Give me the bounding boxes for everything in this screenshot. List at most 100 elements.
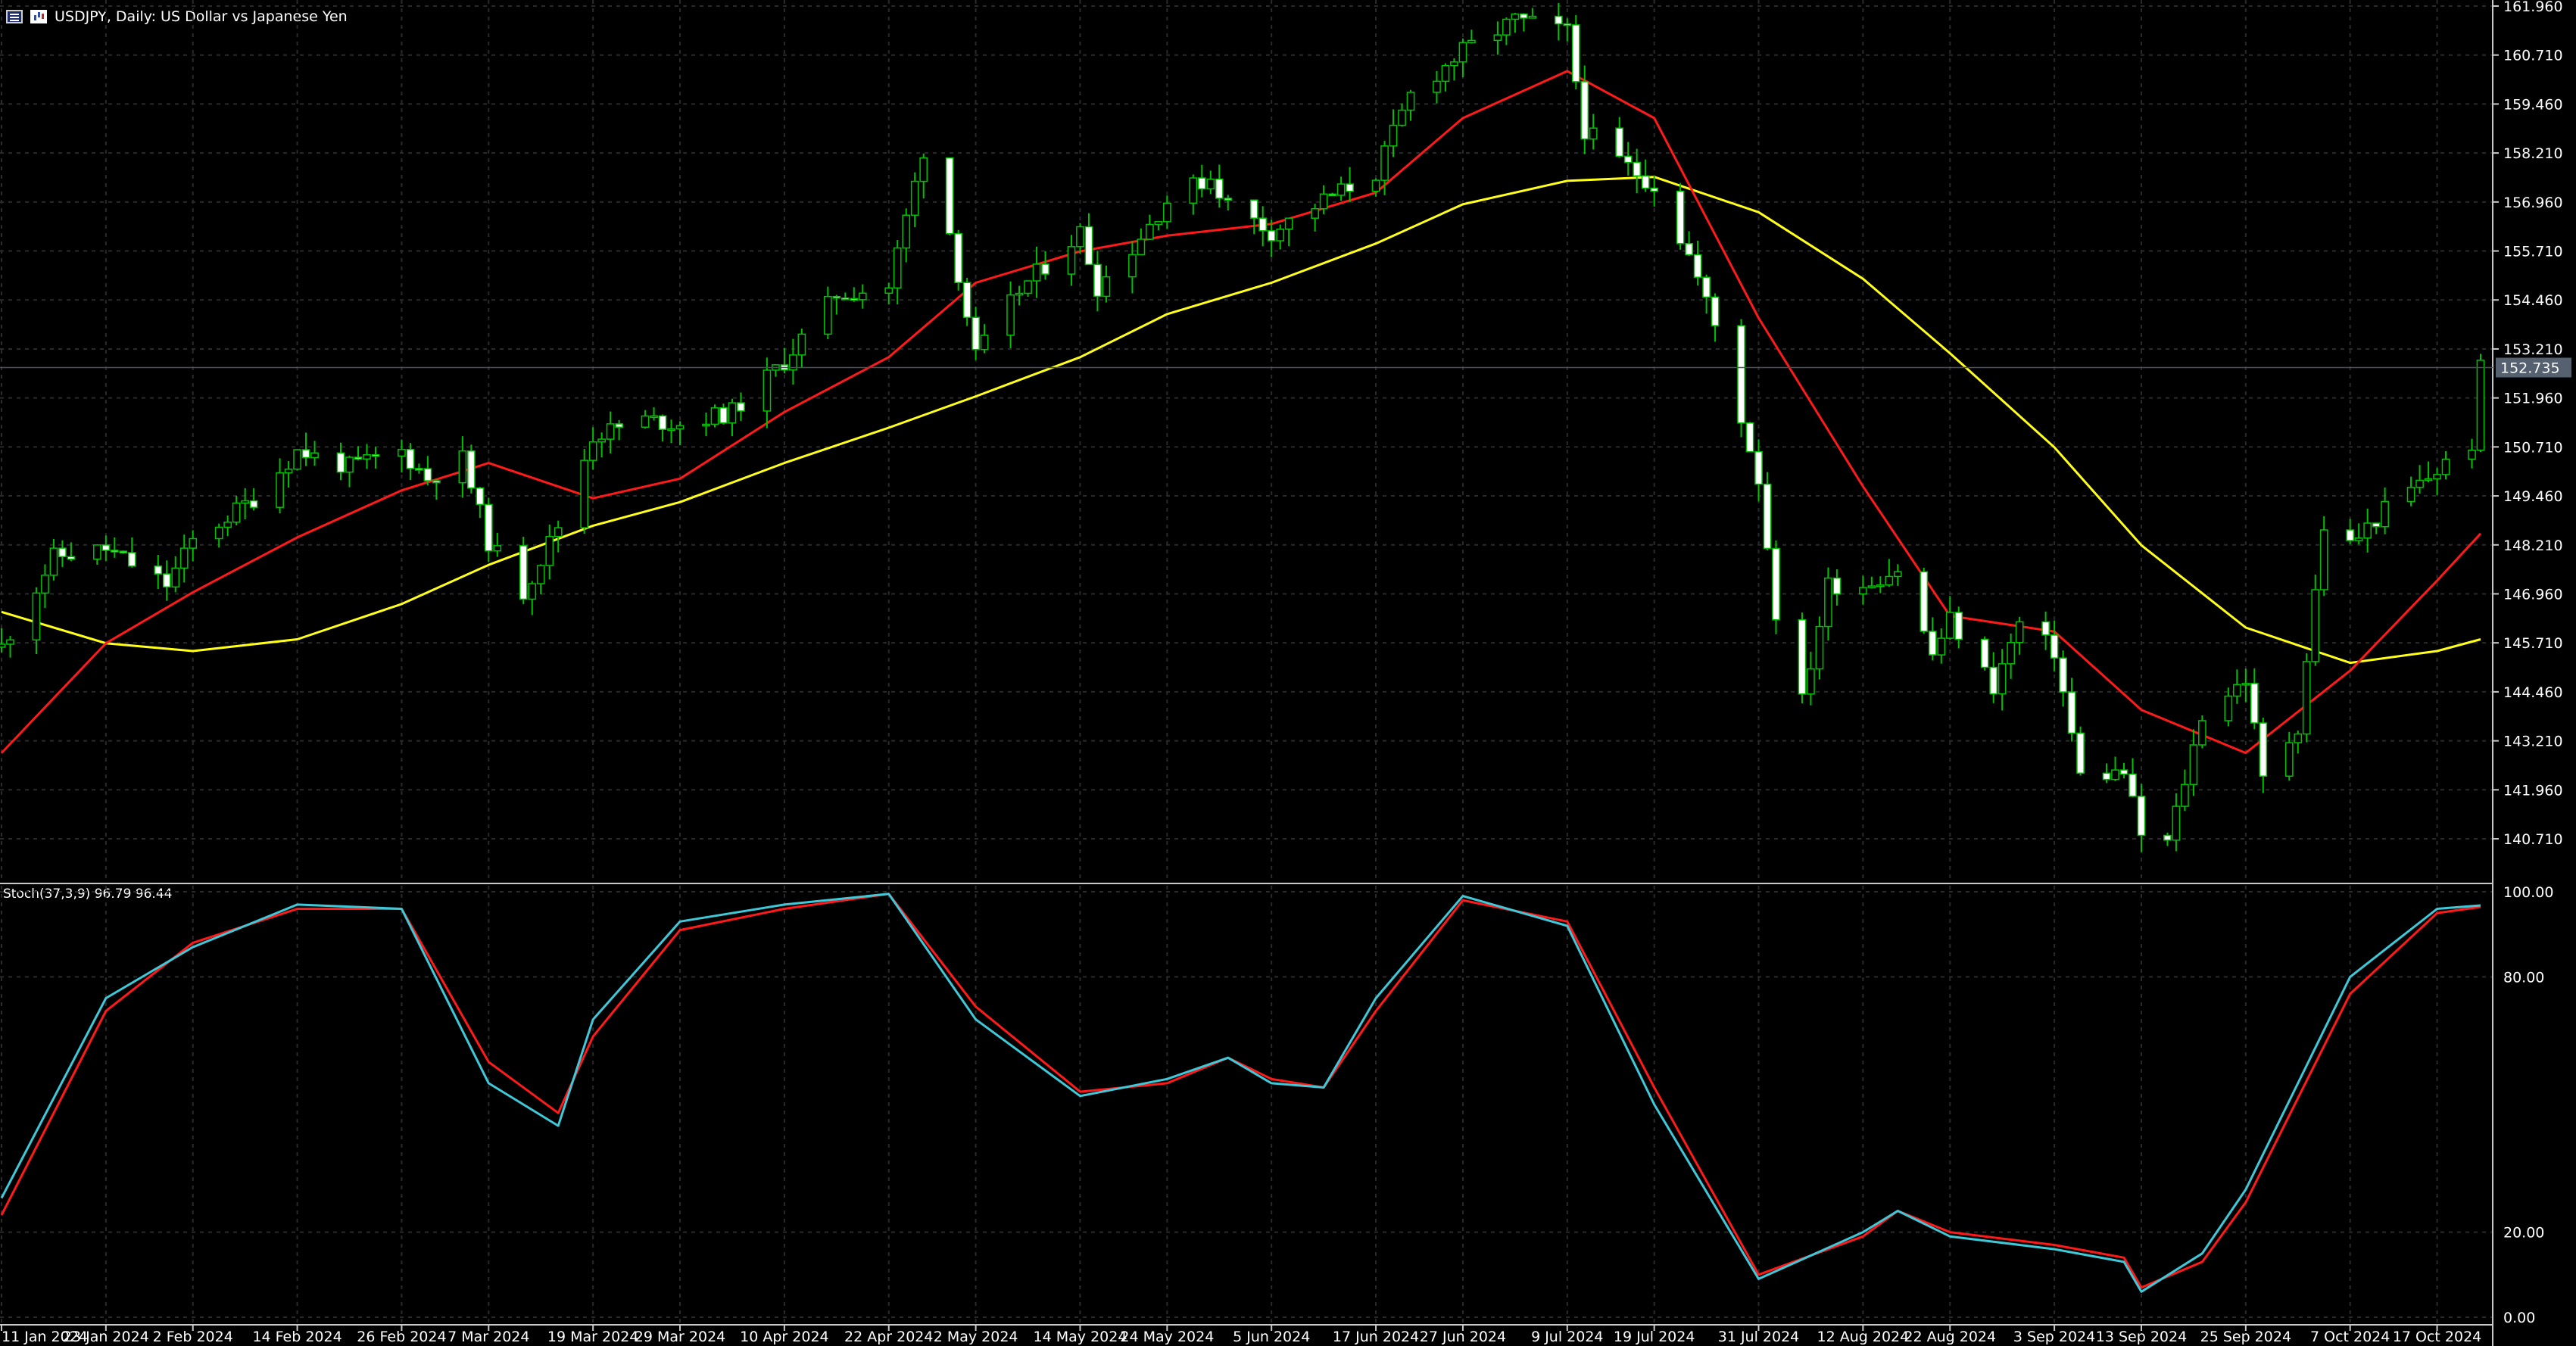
date-tick-label: 29 Mar 2024 (635, 1329, 725, 1345)
bull-candle (223, 522, 232, 528)
bull-candle (1189, 177, 1198, 204)
price-tick-label: 156.960 (2503, 195, 2563, 211)
bear-candle (119, 550, 128, 553)
bear-candle (1615, 127, 1624, 157)
bear-candle (1980, 638, 1989, 668)
bear-candle (2067, 691, 2076, 734)
bull-candle (597, 438, 606, 443)
bull-candle (1206, 178, 1215, 190)
bear-candle (2076, 732, 2085, 774)
bear-candle (2346, 529, 2355, 541)
date-tick-label: 19 Mar 2024 (547, 1329, 638, 1345)
bull-candle (1380, 145, 1389, 181)
bull-candle (2468, 449, 2476, 460)
bull-candle (1885, 575, 1894, 586)
date-tick-label: 27 Jun 2024 (1420, 1329, 1506, 1345)
date-tick-label: 22 Aug 2024 (1904, 1329, 1996, 1345)
bear-candle (1520, 13, 1528, 19)
bull-candle (1024, 280, 1032, 294)
date-tick-label: 3 Sep 2024 (2013, 1329, 2095, 1345)
bull-candle (980, 335, 989, 351)
bull-candle (1406, 92, 1415, 111)
chart-type-icon[interactable] (30, 10, 47, 23)
bull-candle (763, 369, 772, 412)
bull-candle (2007, 641, 2016, 665)
bear-candle (1249, 199, 1258, 219)
date-tick-label: 14 May 2024 (1034, 1329, 1127, 1345)
bear-candle (406, 448, 415, 469)
bear-candle (615, 423, 623, 428)
date-tick-label: 25 Sep 2024 (2200, 1329, 2291, 1345)
bull-candle (1015, 292, 1024, 296)
bear-candle (1224, 198, 1233, 201)
bear-candle (1197, 177, 1206, 190)
price-tick-label: 144.460 (2503, 684, 2563, 701)
bear-candle (476, 487, 485, 506)
stoch-main-line (0, 893, 2481, 1293)
bull-candle (1163, 202, 1171, 223)
stoch-tick-label: 20.00 (2503, 1225, 2544, 1242)
bear-candle (1580, 81, 1589, 140)
bull-candle (2319, 529, 2328, 590)
bull-candle (919, 157, 928, 182)
price-tick-label: 140.710 (2503, 831, 2563, 848)
bull-candle (1807, 668, 1815, 695)
bull-candle (910, 180, 919, 217)
bull-candle (293, 449, 301, 470)
bull-candle (1102, 276, 1111, 298)
bull-candle (363, 453, 371, 460)
bear-candle (1623, 155, 1633, 164)
bull-candle (1467, 39, 1476, 43)
bull-candle (1997, 663, 2007, 695)
price-tick-label: 150.710 (2503, 439, 2563, 456)
price-tick-label: 149.460 (2503, 488, 2563, 505)
bear-candle (1641, 175, 1650, 189)
bull-candle (728, 402, 737, 424)
bull-candle (1389, 124, 1398, 147)
symbol-menu-icon[interactable] (6, 10, 23, 23)
bull-candle (1284, 217, 1293, 230)
bear-candle (737, 402, 745, 412)
bear-candle (101, 544, 111, 551)
bear-candle (1258, 217, 1268, 232)
bull-candle (2441, 458, 2450, 475)
bull-candle (1867, 585, 1876, 588)
ma-fast-line (0, 70, 2482, 755)
bull-candle (1589, 127, 1598, 140)
bear-candle (2059, 657, 2067, 693)
bull-candle (1511, 13, 1520, 20)
bull-candle (893, 247, 902, 289)
bull-candle (1154, 221, 1163, 226)
date-tick-label: 2 May 2024 (934, 1329, 1018, 1345)
date-tick-label: 13 Sep 2024 (2096, 1329, 2187, 1345)
date-tick-label: 17 Jun 2024 (1333, 1329, 1419, 1345)
bull-candle (2415, 479, 2424, 488)
bull-candle (902, 214, 911, 249)
bull-candle (1032, 263, 1041, 282)
bear-candle (1571, 24, 1580, 83)
bull-candle (2111, 769, 2119, 780)
date-tick-label: 10 Apr 2024 (740, 1329, 828, 1345)
bear-candle (2259, 722, 2268, 777)
bear-candle (1676, 190, 1685, 245)
bull-candle (789, 354, 797, 371)
bear-candle (2050, 634, 2059, 659)
date-tick-label: 7 Oct 2024 (2310, 1329, 2390, 1345)
bear-candle (2119, 769, 2128, 775)
bull-candle (650, 415, 658, 419)
bear-candle (962, 282, 971, 318)
bull-candle (1528, 15, 1537, 19)
bear-candle (1041, 263, 1049, 275)
bear-candle (1267, 230, 1276, 241)
price-tick-label: 146.960 (2503, 586, 2563, 603)
bear-candle (1346, 183, 1354, 192)
bear-candle (423, 468, 432, 481)
bear-candle (1328, 193, 1336, 197)
bear-candle (466, 450, 476, 489)
bear-candle (1954, 612, 1963, 640)
bull-candle (1876, 584, 1885, 587)
date-tick-label: 24 May 2024 (1120, 1329, 1214, 1345)
bull-candle (171, 567, 180, 588)
